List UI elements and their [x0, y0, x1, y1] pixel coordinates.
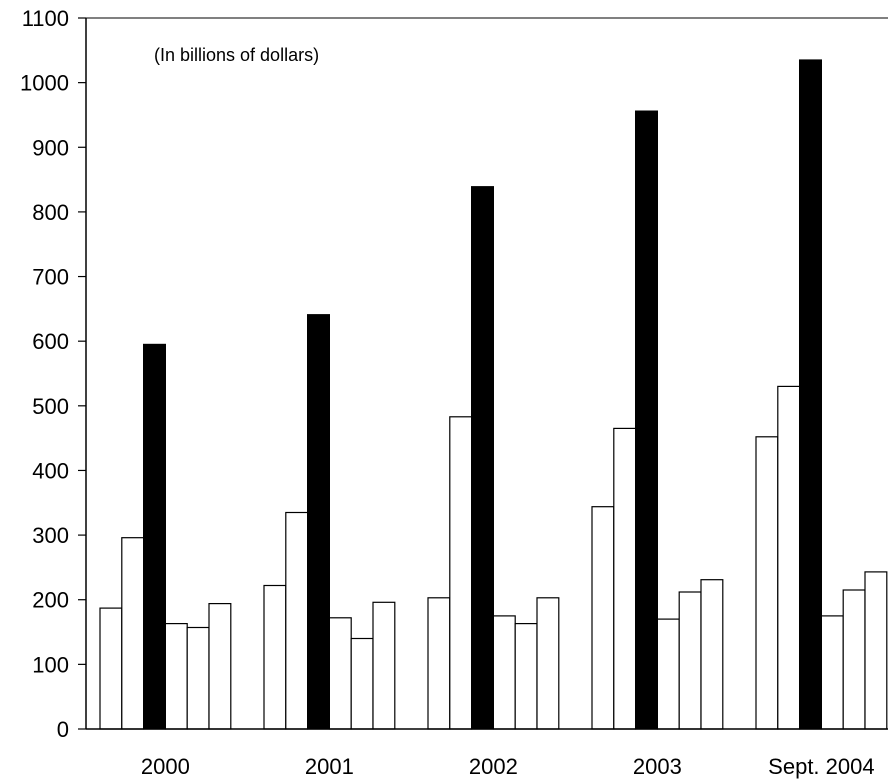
y-tick-label: 200 — [32, 588, 69, 613]
y-tick-label: 900 — [32, 135, 69, 160]
bar-2-2000 — [121, 537, 145, 730]
bar-1-2001 — [263, 584, 287, 730]
bar-4-2001 — [328, 617, 352, 730]
bars-layer — [99, 59, 888, 730]
bar-6-2000 — [208, 602, 232, 730]
y-tick-label: 400 — [32, 458, 69, 483]
bar-1-2003 — [591, 506, 615, 730]
x-tick-label: 2000 — [141, 754, 190, 779]
bar-4-2000 — [164, 622, 188, 730]
bar-6-2002 — [536, 597, 560, 730]
y-axis-ticks: 0 100 200 300 400 500 600 700 800 900 1000 1100 — [20, 6, 86, 742]
bar-5-2000 — [186, 626, 210, 730]
bar-1-2002 — [427, 597, 451, 730]
y-tick-label: 0 — [57, 717, 69, 742]
x-tick-label: 2001 — [305, 754, 354, 779]
y-tick-label: 600 — [32, 329, 69, 354]
bar-3-2002 — [471, 186, 495, 730]
bar-3-2003 — [634, 110, 658, 730]
bar-3-2001 — [307, 314, 331, 730]
units-annotation: (In billions of dollars) — [154, 45, 319, 65]
bar-2-2002 — [449, 416, 473, 730]
bar-4-2002 — [492, 615, 516, 730]
x-tick-label: 2003 — [633, 754, 682, 779]
bar-5-2002 — [514, 622, 538, 730]
bar-6-2001 — [372, 601, 396, 730]
bar-5-2003 — [678, 591, 702, 730]
bar-5-2001 — [350, 637, 374, 730]
bar-1-sept-2004 — [755, 436, 779, 730]
y-tick-label: 1100 — [22, 6, 69, 31]
bar-3-2000 — [143, 343, 167, 730]
y-tick-label: 800 — [32, 200, 69, 225]
bar-5-sept-2004 — [842, 589, 866, 730]
bar-6-sept-2004 — [864, 571, 888, 730]
y-tick-label: 100 — [32, 652, 69, 677]
bar-2-2003 — [613, 427, 637, 730]
y-tick-label: 1000 — [20, 71, 69, 96]
bar-4-sept-2004 — [820, 615, 844, 730]
bar-6-2003 — [700, 579, 724, 730]
bar-1-2000 — [99, 607, 123, 730]
bar-3-sept-2004 — [798, 59, 822, 730]
x-axis-tick-labels: 2000 2001 2002 2003 Sept. 2004 — [141, 754, 875, 779]
y-tick-label: 700 — [32, 265, 69, 290]
bar-2-2001 — [285, 511, 309, 730]
y-tick-label: 300 — [32, 523, 69, 548]
bar-4-2003 — [656, 618, 680, 730]
x-tick-label: 2002 — [469, 754, 518, 779]
bar-2-sept-2004 — [777, 385, 801, 730]
y-tick-label: 500 — [32, 394, 69, 419]
x-tick-label: Sept. 2004 — [768, 754, 874, 779]
